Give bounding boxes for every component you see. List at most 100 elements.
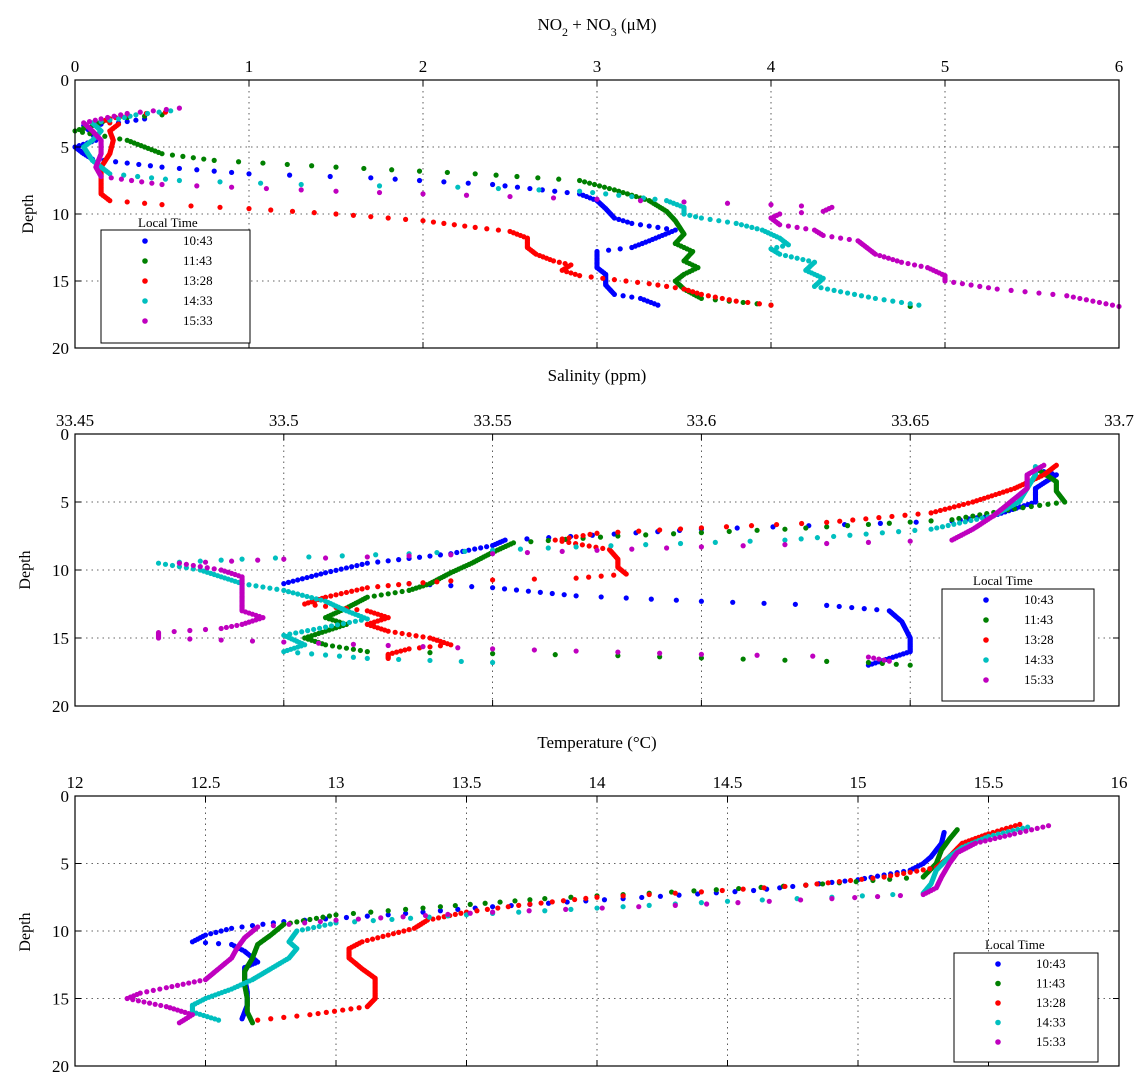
data-point [333, 912, 339, 918]
data-point [318, 571, 324, 577]
data-point [201, 156, 207, 162]
data-point [970, 513, 976, 519]
data-point [580, 532, 586, 539]
data-point [311, 210, 317, 216]
data-point [617, 246, 623, 252]
data-point [398, 648, 404, 654]
data-point [364, 1004, 370, 1010]
data-point [577, 177, 583, 184]
data-point [850, 517, 856, 523]
data-point [139, 179, 145, 185]
data-point [399, 588, 405, 595]
data-point [124, 199, 130, 205]
data-point [798, 210, 805, 216]
data-point [516, 909, 522, 915]
data-point [937, 507, 943, 514]
data-point [305, 926, 311, 932]
data-point [997, 834, 1003, 840]
data-point [542, 908, 548, 914]
data-point [877, 520, 883, 526]
data-point [879, 530, 885, 536]
data-point [535, 175, 541, 181]
data-point [197, 564, 203, 570]
data-point [994, 286, 1000, 292]
data-point [343, 565, 350, 571]
data-point [462, 223, 468, 229]
data-point [611, 291, 618, 297]
data-point [810, 653, 816, 659]
data-point [416, 554, 423, 560]
data-point [322, 555, 329, 561]
data-point [135, 998, 141, 1004]
y-tick-label: 20 [52, 697, 69, 716]
legend-label: 10:43 [1036, 956, 1066, 971]
data-point [463, 192, 470, 198]
data-point [733, 298, 739, 304]
legend-marker [983, 597, 989, 603]
data-point [987, 837, 993, 843]
x-tick-label: 33.7 [1104, 411, 1134, 430]
data-point [881, 297, 887, 303]
data-point [465, 180, 471, 186]
data-point [657, 650, 663, 656]
x-tick-label: 6 [1115, 57, 1124, 76]
data-point [916, 302, 922, 308]
data-point [304, 593, 310, 600]
data-point [346, 619, 353, 626]
data-point [451, 222, 457, 228]
data-point [871, 655, 877, 661]
data-point [299, 927, 306, 933]
x-tick-label: 15.5 [974, 773, 1004, 792]
data-point [853, 879, 859, 885]
data-point [842, 878, 848, 884]
data-point [531, 576, 537, 582]
data-point [949, 517, 955, 523]
data-point [545, 537, 551, 544]
data-point [396, 929, 402, 935]
data-point [190, 155, 196, 161]
data-point [1008, 287, 1014, 293]
data-point [416, 177, 423, 184]
data-point [945, 522, 951, 529]
data-point [322, 624, 329, 630]
legend-label: 13:28 [183, 273, 213, 288]
data-point [1045, 501, 1051, 507]
data-point [356, 1005, 362, 1011]
x-tick-label: 3 [593, 57, 602, 76]
data-point [448, 552, 454, 558]
data-point [865, 654, 872, 660]
data-point [1034, 825, 1040, 832]
data-point [829, 896, 835, 902]
data-point [563, 906, 569, 913]
data-point [396, 557, 402, 563]
data-point [403, 216, 409, 222]
data-point [591, 181, 598, 188]
legend-marker [983, 617, 989, 623]
data-point [364, 649, 370, 655]
data-point [1050, 291, 1056, 297]
data-point [829, 234, 835, 240]
data-point [229, 623, 235, 630]
data-point [1007, 832, 1013, 838]
legend-label: 10:43 [183, 233, 213, 248]
data-point [1022, 289, 1028, 295]
data-point [313, 915, 320, 921]
data-point [309, 163, 315, 169]
data-point [811, 283, 818, 289]
data-point [698, 598, 705, 604]
data-point [968, 282, 974, 288]
data-point [601, 184, 608, 190]
data-point [229, 558, 235, 564]
data-point [389, 650, 395, 656]
data-point [824, 540, 830, 547]
data-point [239, 924, 245, 930]
data-point [287, 172, 293, 178]
data-point [441, 220, 447, 226]
data-point [643, 532, 649, 538]
data-point [698, 215, 705, 221]
data-point [915, 511, 921, 517]
data-point [646, 902, 652, 908]
data-point [524, 536, 530, 542]
data-point [455, 906, 461, 913]
legend-marker [142, 278, 148, 284]
